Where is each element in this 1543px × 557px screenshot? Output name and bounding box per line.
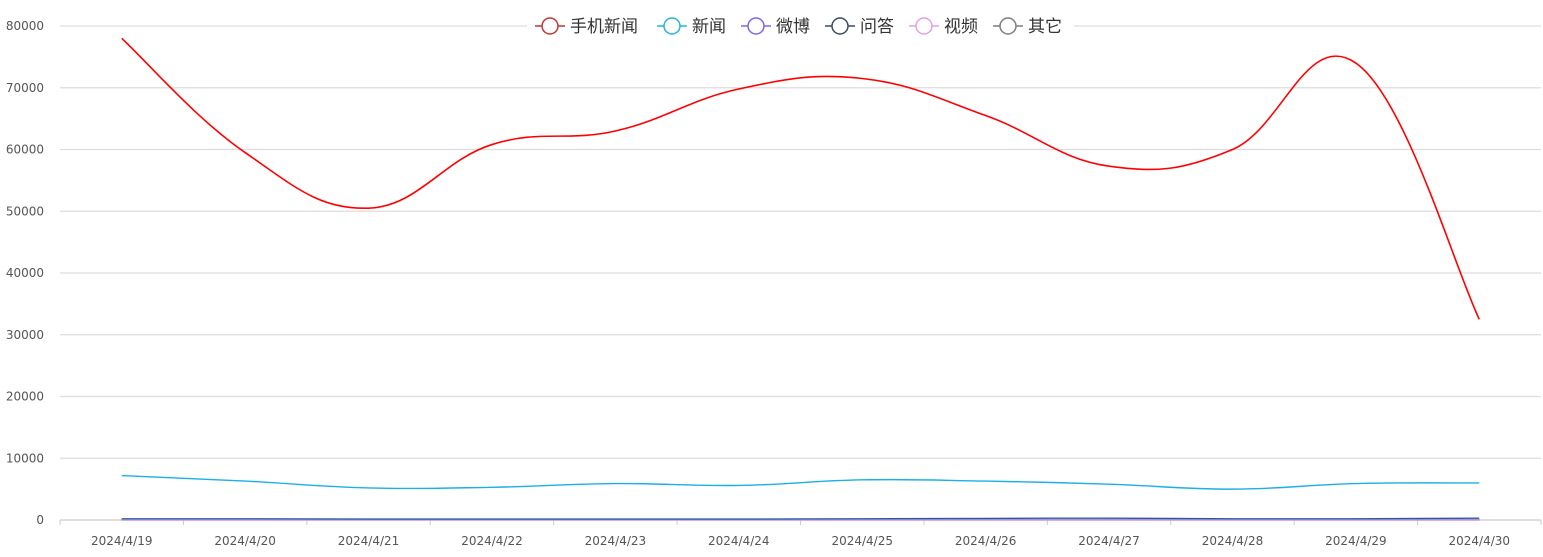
x-tick-label: 2024/4/30 (1449, 534, 1511, 548)
legend-circle-icon (747, 17, 765, 35)
legend: 手机新闻 新闻 微博 问答 视频 其它 (527, 13, 1074, 39)
series-line (121, 474, 1480, 490)
legend-background (527, 13, 1074, 39)
x-tick-label: 2024/4/21 (338, 534, 400, 548)
legend-label: 新闻 (692, 17, 726, 37)
legend-item[interactable]: 问答 (825, 17, 894, 37)
x-tick-label: 2024/4/23 (585, 534, 647, 548)
x-tick-label: 2024/4/24 (708, 534, 770, 548)
y-tick-label: 60000 (6, 143, 44, 157)
legend-label: 其它 (1028, 17, 1062, 37)
legend-item[interactable]: 微博 (741, 17, 810, 37)
legend-item[interactable]: 新闻 (657, 17, 726, 37)
x-axis: 2024/4/19 2024/4/20 2024/4/21 2024/4/22 2024… (59, 520, 1542, 548)
legend-label: 手机新闻 (570, 17, 638, 37)
x-tick-label: 2024/4/20 (214, 534, 276, 548)
series-line (121, 517, 1480, 520)
legend-circle-icon (999, 17, 1017, 35)
x-tick-label: 2024/4/26 (955, 534, 1017, 548)
x-tick-label: 2024/4/29 (1325, 534, 1387, 548)
y-axis: 0 10000 20000 30000 40000 50000 60000 70000 8000… (6, 19, 44, 527)
grid-lines (60, 25, 1541, 521)
y-tick-label: 0 (36, 513, 44, 527)
x-tick-label: 2024/4/27 (1078, 534, 1140, 548)
legend-circle-icon (915, 17, 933, 35)
y-tick-label: 20000 (6, 390, 44, 404)
legend-item[interactable]: 其它 (993, 17, 1062, 37)
legend-label: 问答 (860, 17, 894, 37)
x-tick-label: 2024/4/22 (461, 534, 523, 548)
legend-circle-icon (663, 17, 681, 35)
y-tick-label: 50000 (6, 204, 44, 218)
legend-circle-icon (831, 17, 849, 35)
series-lines (121, 37, 1481, 521)
y-tick-label: 10000 (6, 451, 44, 465)
x-tick-label: 2024/4/25 (831, 534, 893, 548)
legend-label: 视频 (944, 17, 978, 37)
legend-item[interactable]: 视频 (909, 17, 978, 37)
y-tick-label: 80000 (6, 19, 44, 33)
legend-circle-icon (541, 17, 559, 35)
y-tick-label: 30000 (6, 328, 44, 342)
legend-item[interactable]: 手机新闻 (535, 17, 638, 37)
series-line (121, 37, 1481, 320)
x-tick-label: 2024/4/19 (91, 534, 153, 548)
y-tick-label: 70000 (6, 81, 44, 95)
x-tick-label: 2024/4/28 (1202, 534, 1264, 548)
y-tick-label: 40000 (6, 266, 44, 280)
legend-label: 微博 (776, 17, 810, 37)
